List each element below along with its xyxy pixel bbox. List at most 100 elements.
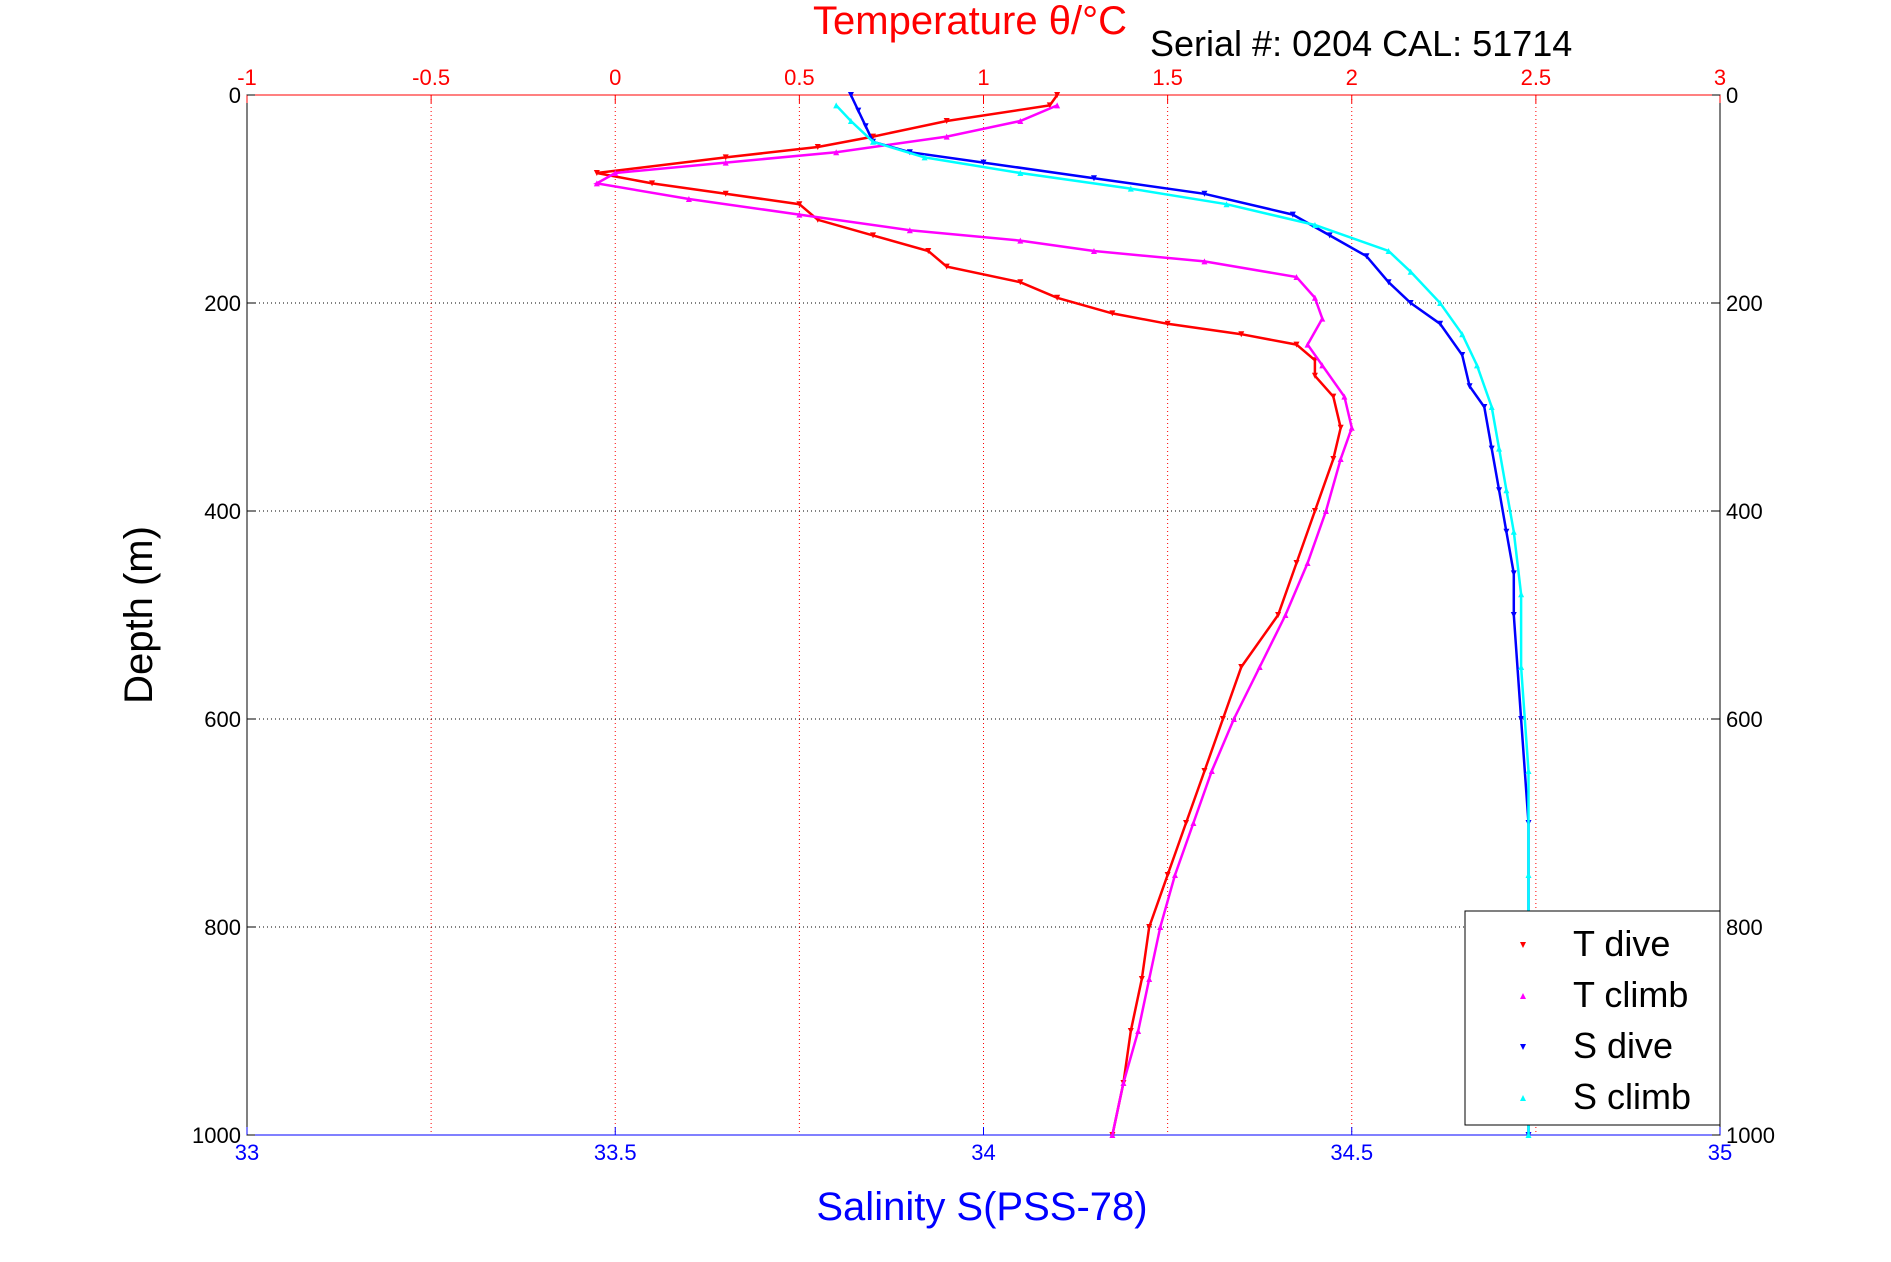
- salinity-axis-title: Salinity S(PSS-78): [816, 1185, 1147, 1229]
- salinity-tick-label: 34.5: [1330, 1140, 1373, 1165]
- data-point-t-dive: [1146, 924, 1153, 930]
- data-point-s-climb: [1437, 300, 1444, 306]
- legend-label-t-climb: T climb: [1573, 974, 1688, 1015]
- depth-tick-label-right: 1000: [1726, 1123, 1775, 1148]
- data-point-t-dive: [925, 248, 932, 254]
- data-point-t-dive: [593, 170, 600, 176]
- data-point-s-climb: [1017, 170, 1024, 176]
- data-series: [593, 92, 1532, 1138]
- data-point-t-climb: [796, 211, 803, 218]
- salinity-tick-label: 33: [235, 1140, 259, 1165]
- data-point-s-dive: [1488, 445, 1495, 452]
- data-point-s-climb: [1525, 872, 1532, 878]
- data-point-s-dive: [855, 107, 862, 114]
- data-point-t-climb: [1017, 237, 1024, 244]
- data-point-t-climb: [1146, 976, 1153, 982]
- data-point-t-dive: [1275, 612, 1282, 618]
- data-point-t-climb: [1311, 294, 1318, 301]
- data-point-t-dive: [722, 190, 729, 197]
- data-point-t-dive: [1311, 372, 1318, 379]
- data-point-s-dive: [980, 159, 987, 166]
- data-point-s-climb: [833, 102, 840, 109]
- legend-label-s-dive: S dive: [1573, 1025, 1673, 1066]
- data-point-s-dive: [1090, 175, 1097, 182]
- data-point-s-climb: [1127, 185, 1134, 192]
- legend-marker-s-climb: [1520, 1095, 1526, 1101]
- data-point-s-dive: [1496, 487, 1503, 494]
- data-point-t-climb: [1282, 612, 1289, 618]
- data-point-s-climb: [921, 154, 928, 161]
- data-point-t-dive: [1293, 560, 1300, 566]
- data-point-t-dive: [1164, 872, 1171, 878]
- depth-tick-label-right: 0: [1726, 83, 1738, 108]
- data-point-t-dive: [1164, 320, 1171, 327]
- depth-tick-label-left: 200: [204, 291, 241, 316]
- data-point-t-dive: [870, 232, 877, 239]
- salinity-tick-label: 35: [1708, 1140, 1732, 1165]
- data-point-s-climb: [1518, 591, 1525, 598]
- depth-tick-label-right: 800: [1726, 915, 1763, 940]
- salinity-tick-label: 33.5: [594, 1140, 637, 1165]
- depth-tick-label-left: 0: [229, 83, 241, 108]
- data-point-t-climb: [1090, 248, 1097, 254]
- temperature-tick-label: 0.5: [784, 65, 815, 90]
- data-point-t-dive: [1238, 664, 1245, 670]
- data-point-t-climb: [1256, 664, 1263, 670]
- data-point-s-climb: [1525, 768, 1532, 774]
- temperature-tick-label: -1: [237, 65, 257, 90]
- data-point-t-climb: [906, 227, 913, 234]
- series-trace-s-climb: [835, 104, 1530, 1135]
- temperature-tick-label: 0: [609, 65, 621, 90]
- data-point-s-dive: [1459, 352, 1466, 358]
- data-point-t-dive: [1219, 716, 1226, 722]
- temperature-tick-label: 1.5: [1152, 65, 1183, 90]
- data-point-t-dive: [796, 201, 803, 208]
- data-point-s-climb: [1525, 1132, 1532, 1138]
- data-point-t-climb: [1322, 508, 1329, 514]
- data-point-t-climb: [1054, 102, 1061, 109]
- depth-tick-label-right: 400: [1726, 499, 1763, 524]
- series-t-climb: [593, 102, 1355, 1138]
- data-point-s-climb: [1518, 664, 1525, 670]
- legend-box: [1464, 910, 1721, 1126]
- data-point-t-dive: [649, 180, 656, 187]
- data-point-t-dive: [1293, 341, 1300, 348]
- data-point-t-climb: [1319, 315, 1326, 322]
- depth-tick-label-left: 600: [204, 707, 241, 732]
- temperature-tick-label: 3: [1714, 65, 1726, 90]
- data-point-s-dive: [1510, 612, 1517, 618]
- data-point-t-climb: [1341, 393, 1348, 400]
- depth-tick-label-left: 400: [204, 499, 241, 524]
- legend-label-s-climb: S climb: [1573, 1076, 1691, 1117]
- temperature-tick-label: 2.5: [1521, 65, 1552, 90]
- data-point-t-dive: [1138, 976, 1145, 982]
- data-point-t-climb: [1348, 424, 1355, 431]
- data-point-t-climb: [593, 180, 600, 187]
- data-point-s-dive: [1503, 528, 1510, 535]
- data-point-t-dive: [943, 263, 950, 270]
- data-point-t-climb: [833, 149, 840, 156]
- data-point-s-dive: [1466, 383, 1473, 390]
- temperature-tick-label: 2: [1346, 65, 1358, 90]
- data-point-s-climb: [1459, 331, 1466, 338]
- data-point-t-dive: [722, 154, 729, 161]
- data-point-t-climb: [1230, 716, 1237, 722]
- depth-axis-title: Depth (m): [117, 526, 161, 704]
- data-point-t-dive: [1109, 310, 1116, 317]
- data-point-t-climb: [1157, 924, 1164, 930]
- data-point-s-climb: [1223, 201, 1230, 208]
- data-point-s-climb: [1311, 222, 1318, 228]
- data-point-t-climb: [1319, 362, 1326, 369]
- legend-marker-t-dive: [1520, 942, 1526, 948]
- series-t-dive: [593, 92, 1344, 1138]
- data-point-t-climb: [1337, 456, 1344, 462]
- temperature-tick-label: -0.5: [412, 65, 450, 90]
- data-point-s-dive: [1437, 320, 1444, 327]
- data-point-s-climb: [1510, 528, 1517, 535]
- data-point-t-dive: [1017, 279, 1024, 286]
- legend: T dive T climb S dive S climb: [1464, 910, 1721, 1126]
- data-point-t-dive: [1046, 102, 1053, 109]
- data-point-s-climb: [1488, 404, 1495, 410]
